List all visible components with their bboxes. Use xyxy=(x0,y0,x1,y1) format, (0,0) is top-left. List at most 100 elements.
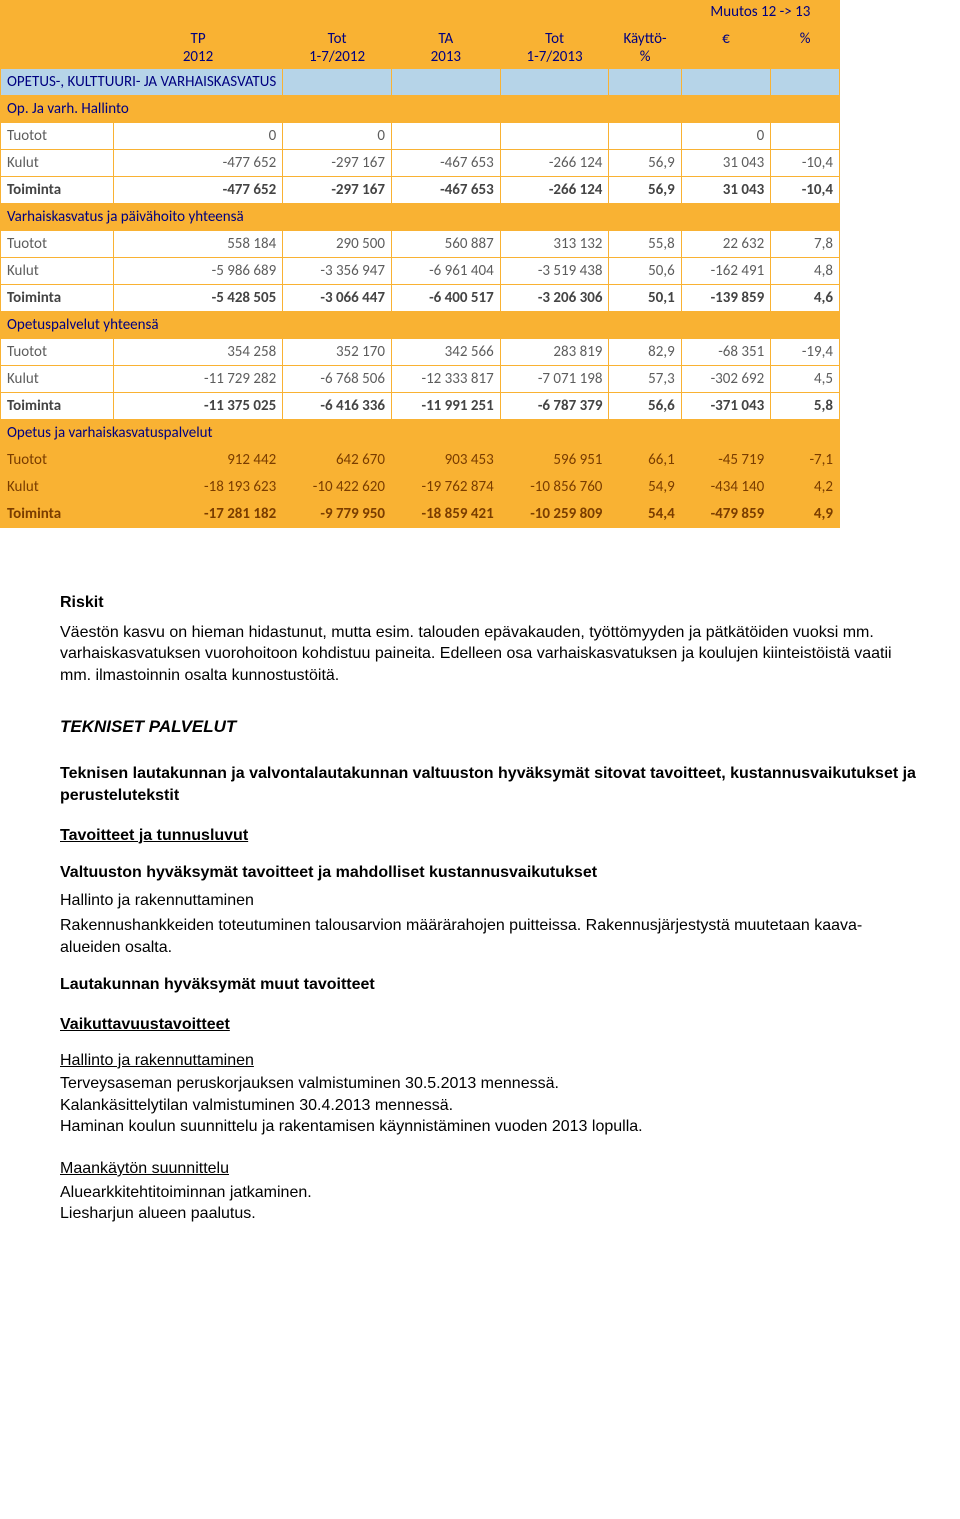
cell: -467 653 xyxy=(391,150,500,177)
cell: -11 729 282 xyxy=(113,366,282,393)
cell: Toiminta xyxy=(1,393,114,420)
vaikuttavuus-heading: Vaikuttavuustavoitteet xyxy=(60,1014,920,1036)
cell: 313 132 xyxy=(500,231,609,258)
cell: 66,1 xyxy=(609,447,681,474)
hallinto2-line: Terveysaseman peruskorjauksen valmistumi… xyxy=(60,1073,920,1095)
cell: Kulut xyxy=(1,150,114,177)
cell: 560 887 xyxy=(391,231,500,258)
th: € xyxy=(681,28,771,69)
sub-title: Opetus ja varhaiskasvatuspalvelut xyxy=(1,420,392,447)
cell: 283 819 xyxy=(500,339,609,366)
cell: 354 258 xyxy=(113,339,282,366)
th xyxy=(609,1,681,28)
riskit-paragraph: Väestön kasvu on hieman hidastunut, mutt… xyxy=(60,622,920,687)
cell: Toiminta xyxy=(1,285,114,312)
cell: 596 951 xyxy=(500,447,609,474)
cell: -467 653 xyxy=(391,177,500,204)
sub-title: Op. Ja varh. Hallinto xyxy=(1,96,283,123)
cell: -10,4 xyxy=(771,177,840,204)
table-total-row: Kulut-18 193 623-10 422 620-19 762 874-1… xyxy=(1,474,840,501)
cell: 31 043 xyxy=(681,150,771,177)
cell: 31 043 xyxy=(681,177,771,204)
cell: 4,8 xyxy=(771,258,840,285)
cell: Kulut xyxy=(1,258,114,285)
th-muutos: Muutos 12 -> 13 xyxy=(681,1,839,28)
cell: -434 140 xyxy=(681,474,771,501)
maankaytto-line: Aluearkkitehtitoiminnan jatkaminen. xyxy=(60,1182,920,1204)
cell: 352 170 xyxy=(283,339,392,366)
valtuusto-heading: Valtuuston hyväksymät tavoitteet ja mahd… xyxy=(60,862,920,884)
table-row: Kulut-477 652-297 167-467 653-266 12456,… xyxy=(1,150,840,177)
cell: -3 519 438 xyxy=(500,258,609,285)
table-total-row: Toiminta-17 281 182-9 779 950-18 859 421… xyxy=(1,501,840,528)
cell: -6 768 506 xyxy=(283,366,392,393)
th: % xyxy=(771,28,840,69)
maankaytto-label: Maankäytön suunnittelu xyxy=(60,1158,920,1180)
cell: 290 500 xyxy=(283,231,392,258)
cell: 57,3 xyxy=(609,366,681,393)
cell: -45 719 xyxy=(681,447,771,474)
cell: -266 124 xyxy=(500,150,609,177)
cell: -11 991 251 xyxy=(391,393,500,420)
sub-title: Varhaiskasvatus ja päivähoito yhteensä xyxy=(1,204,392,231)
table-row: Kulut-5 986 689-3 356 947-6 961 404-3 51… xyxy=(1,258,840,285)
th xyxy=(1,1,114,28)
cell: 55,8 xyxy=(609,231,681,258)
th: Tot 1-7/2012 xyxy=(283,28,392,69)
cell: 4,2 xyxy=(771,474,840,501)
table-row: Tuotot000 xyxy=(1,123,840,150)
cell: -11 375 025 xyxy=(113,393,282,420)
hallinto-label: Hallinto ja rakennuttaminen xyxy=(60,890,920,912)
cell: -68 351 xyxy=(681,339,771,366)
cell: 4,5 xyxy=(771,366,840,393)
cell: 0 xyxy=(283,123,392,150)
hallinto2-line: Haminan koulun suunnittelu ja rakentamis… xyxy=(60,1116,920,1138)
cell: Tuotot xyxy=(1,447,114,474)
table-header: TP 2012 Tot 1-7/2012 TA 2013 Tot 1-7/201… xyxy=(1,28,840,69)
cell: -6 787 379 xyxy=(500,393,609,420)
th xyxy=(283,1,392,28)
cell: -5 428 505 xyxy=(113,285,282,312)
cell: 56,6 xyxy=(609,393,681,420)
table-subsection: Op. Ja varh. Hallinto xyxy=(1,96,840,123)
cell: 0 xyxy=(681,123,771,150)
cell: 56,9 xyxy=(609,177,681,204)
table-row: Toiminta-11 375 025-6 416 336-11 991 251… xyxy=(1,393,840,420)
tekniset-heading: TEKNISET PALVELUT xyxy=(60,716,920,739)
table-row: Tuotot558 184290 500560 887313 13255,822… xyxy=(1,231,840,258)
riskit-heading: Riskit xyxy=(60,592,920,614)
cell: -7,1 xyxy=(771,447,840,474)
th: Tot 1-7/2013 xyxy=(500,28,609,69)
cell: -18 859 421 xyxy=(391,501,500,528)
cell: 54,4 xyxy=(609,501,681,528)
hallinto2-label: Hallinto ja rakennuttaminen xyxy=(60,1050,920,1072)
cell: -19,4 xyxy=(771,339,840,366)
th xyxy=(500,1,609,28)
cell: Tuotot xyxy=(1,339,114,366)
cell: -477 652 xyxy=(113,150,282,177)
cell: 56,9 xyxy=(609,150,681,177)
hallinto-paragraph: Rakennushankkeiden toteutuminen talousar… xyxy=(60,915,920,958)
cell: -10 422 620 xyxy=(283,474,392,501)
table-total-row: Tuotot912 442642 670903 453596 95166,1-4… xyxy=(1,447,840,474)
cell: 50,1 xyxy=(609,285,681,312)
cell: -479 859 xyxy=(681,501,771,528)
cell: -3 066 447 xyxy=(283,285,392,312)
cell: -18 193 623 xyxy=(113,474,282,501)
cell: -17 281 182 xyxy=(113,501,282,528)
cell: -5 986 689 xyxy=(113,258,282,285)
cell: 0 xyxy=(113,123,282,150)
cell: Kulut xyxy=(1,474,114,501)
cell: -302 692 xyxy=(681,366,771,393)
th xyxy=(1,28,114,69)
th: Käyttö- % xyxy=(609,28,681,69)
cell: -297 167 xyxy=(283,150,392,177)
cell: -266 124 xyxy=(500,177,609,204)
table-subsection: Varhaiskasvatus ja päivähoito yhteensä xyxy=(1,204,840,231)
budget-table: Muutos 12 -> 13 TP 2012 Tot 1-7/2012 TA … xyxy=(0,0,840,528)
cell xyxy=(609,123,681,150)
table-row: Toiminta-477 652-297 167-467 653-266 124… xyxy=(1,177,840,204)
cell: 5,8 xyxy=(771,393,840,420)
cell: Tuotot xyxy=(1,231,114,258)
cell: -10 856 760 xyxy=(500,474,609,501)
